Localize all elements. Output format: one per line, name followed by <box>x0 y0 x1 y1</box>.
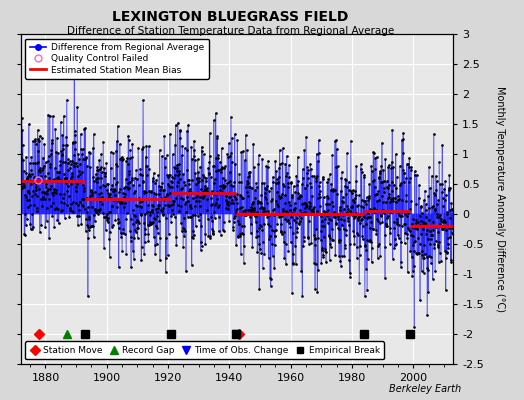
Text: Difference of Station Temperature Data from Regional Average: Difference of Station Temperature Data f… <box>67 26 394 36</box>
Text: Berkeley Earth: Berkeley Earth <box>389 384 461 394</box>
Legend: Station Move, Record Gap, Time of Obs. Change, Empirical Break: Station Move, Record Gap, Time of Obs. C… <box>26 342 384 360</box>
Text: LEXINGTON BLUEGRASS FIELD: LEXINGTON BLUEGRASS FIELD <box>112 10 349 24</box>
Y-axis label: Monthly Temperature Anomaly Difference (°C): Monthly Temperature Anomaly Difference (… <box>495 86 505 312</box>
